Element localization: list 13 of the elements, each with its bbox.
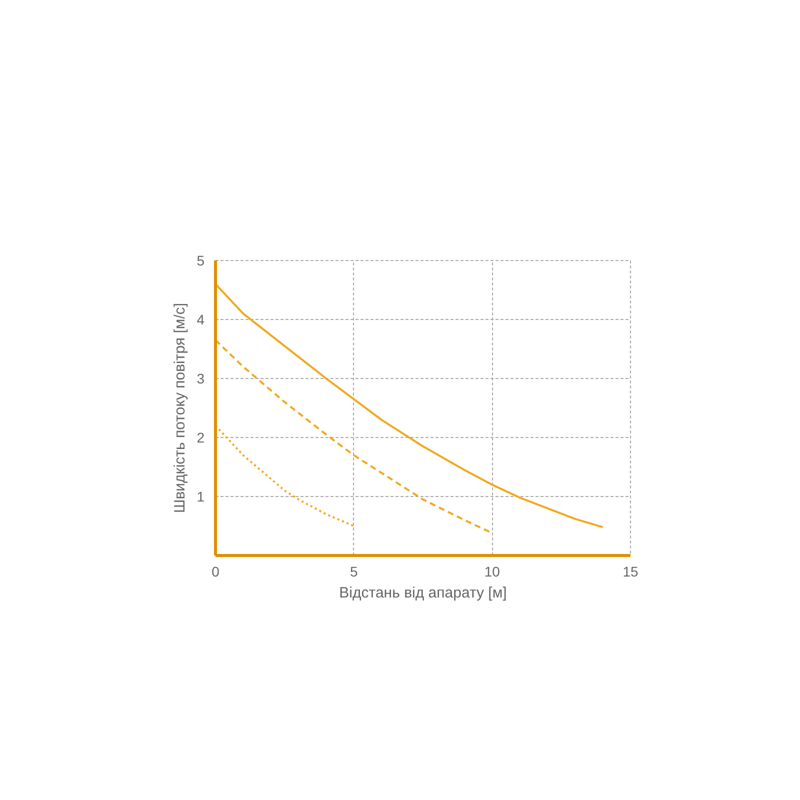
x-axis-title: Відстань від апарату [м] (339, 584, 507, 602)
line-series (216, 283, 604, 528)
x-tick-label: 5 (350, 564, 358, 580)
x-tick-label: 10 (484, 564, 500, 580)
y-tick-label: 5 (196, 252, 205, 268)
x-tick-label: 0 (212, 564, 220, 580)
y-tick-label: 1 (196, 488, 205, 504)
y-tick-label: 4 (196, 312, 205, 328)
y-axis-title: Швидкість потоку повітря [м/с] (172, 302, 189, 514)
line-series (216, 424, 355, 527)
x-tick-label: 15 (622, 564, 638, 580)
y-tick-label: 2 (196, 430, 205, 446)
y-tick-label: 3 (196, 370, 205, 386)
